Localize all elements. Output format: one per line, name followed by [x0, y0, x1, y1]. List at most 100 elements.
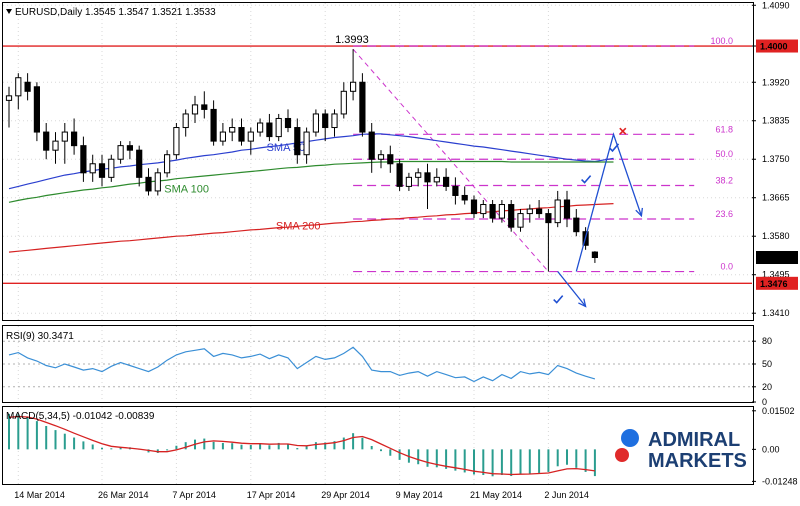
macd-tick-label: -0.01248	[762, 476, 798, 486]
macd-tick-label: 0.01502	[762, 406, 795, 416]
ma-line-sma-50	[8, 133, 614, 190]
candle-body	[508, 204, 515, 228]
candle-body	[71, 131, 78, 147]
candle-body	[182, 113, 189, 129]
candle-body	[247, 131, 254, 142]
rsi-tick-label: 50	[762, 359, 772, 369]
date-tick-label: 9 May 2014	[396, 490, 443, 500]
candle-body	[33, 86, 40, 133]
candle-body	[5, 95, 13, 101]
candle-body	[517, 213, 524, 228]
price-tick-label: 1.3750	[762, 154, 790, 164]
candle-body	[563, 199, 571, 219]
candle-body	[136, 149, 143, 178]
rsi-tick-label: 0	[762, 397, 767, 407]
price-tag	[756, 39, 798, 53]
main-panel	[2, 2, 754, 321]
ma-line-sma-100	[8, 160, 614, 203]
projection-arrow-up-down-head	[635, 207, 644, 218]
candle-body	[526, 208, 533, 215]
price-tick-label: 1.3920	[762, 77, 790, 87]
price-tag	[756, 276, 798, 290]
candle-body	[312, 113, 319, 133]
date-tick-label: 26 Mar 2014	[98, 490, 149, 500]
chart-menu-arrow-icon[interactable]	[6, 9, 12, 14]
candle-body	[415, 172, 422, 178]
main-header: EURUSD,Daily 1.3545 1.3547 1.3521 1.3533	[15, 7, 216, 18]
candle-body	[61, 131, 68, 142]
check-mark	[581, 175, 592, 184]
admiral-markets-logo: ADMIRAL MARKETS	[615, 429, 747, 472]
candles: 1.3993	[5, 34, 598, 272]
date-tick-label: 17 Apr 2014	[247, 490, 296, 500]
candle-body	[154, 172, 161, 192]
candle-body	[461, 194, 468, 201]
candle-body	[145, 176, 152, 192]
candle-body	[340, 90, 347, 115]
candle-body	[350, 81, 357, 92]
projection-arrow-up-down	[575, 132, 643, 272]
candle-body	[238, 127, 245, 142]
candle-body	[470, 199, 478, 215]
swing-high-label: 1.3993	[335, 34, 369, 46]
candle-body	[294, 127, 301, 156]
horizontal-levels	[3, 45, 752, 285]
candle-body	[331, 113, 338, 129]
price-tag-label: 1.4000	[760, 42, 788, 52]
candle-body	[210, 108, 217, 142]
price-tick-label: 1.3495	[762, 270, 790, 280]
fib-level-label: 61.8	[715, 124, 733, 134]
rsi-tick-label: 20	[762, 382, 772, 392]
main-price-axis: 1.4090 1.4000 1.3920 1.3835 1.3750 1.3665 1.35…	[752, 0, 798, 318]
candle-body	[405, 176, 412, 187]
date-axis: 14 Mar 2014 26 Mar 2014 7 Apr 2014 17 Apr 2…	[14, 490, 589, 500]
check-mark	[553, 295, 564, 304]
macd-header: MACD(5,34,5) -0.01042 -0.00839	[6, 411, 155, 422]
fib-level-label: 0.0	[720, 262, 733, 272]
fib-level-label: 50.0	[715, 149, 733, 159]
candle-body	[98, 163, 106, 178]
candle-body	[229, 127, 236, 133]
check-mark	[608, 143, 620, 153]
candle-body	[396, 163, 403, 187]
candle-body	[387, 154, 394, 165]
candle-body	[15, 77, 22, 97]
logo-blue-dot	[621, 429, 639, 447]
candle-body	[498, 204, 505, 219]
price-tick-label: 1.4090	[762, 0, 790, 10]
candle-body	[359, 81, 366, 133]
candle-body	[424, 172, 431, 183]
candle-body	[24, 81, 31, 92]
macd-tick-label: 0.00	[762, 444, 780, 454]
candle-body	[201, 104, 208, 110]
rsi-header: RSI(9) 30.3471	[6, 331, 74, 342]
candle-body	[257, 122, 264, 133]
candle-body	[173, 127, 180, 156]
fib-level-label: 100.0	[710, 36, 733, 46]
price-tick-label: 1.3580	[762, 231, 790, 241]
candle-body	[126, 145, 134, 151]
candle-body	[266, 122, 273, 138]
fib-trend-line	[352, 48, 549, 272]
candle-body	[275, 117, 282, 138]
candle-body	[554, 199, 561, 224]
price-tick-label: 1.3410	[762, 308, 790, 318]
candle-body	[368, 131, 375, 160]
candle-body	[219, 131, 227, 142]
candle-body	[443, 176, 450, 187]
candle-body	[591, 251, 598, 259]
candle-body	[284, 117, 292, 129]
candle-body	[191, 104, 199, 115]
candle-body	[43, 131, 50, 151]
candle-body	[108, 158, 115, 178]
ma-label: SMA 200	[276, 220, 321, 232]
cross-mark	[619, 127, 627, 135]
main-grid	[3, 3, 752, 484]
candle-body	[536, 208, 543, 215]
macd-signal-line	[8, 415, 595, 476]
projection-arrow-down-head	[578, 298, 587, 308]
rsi-indicator: 80 50 20 0	[3, 336, 772, 407]
candle-body	[117, 145, 124, 160]
